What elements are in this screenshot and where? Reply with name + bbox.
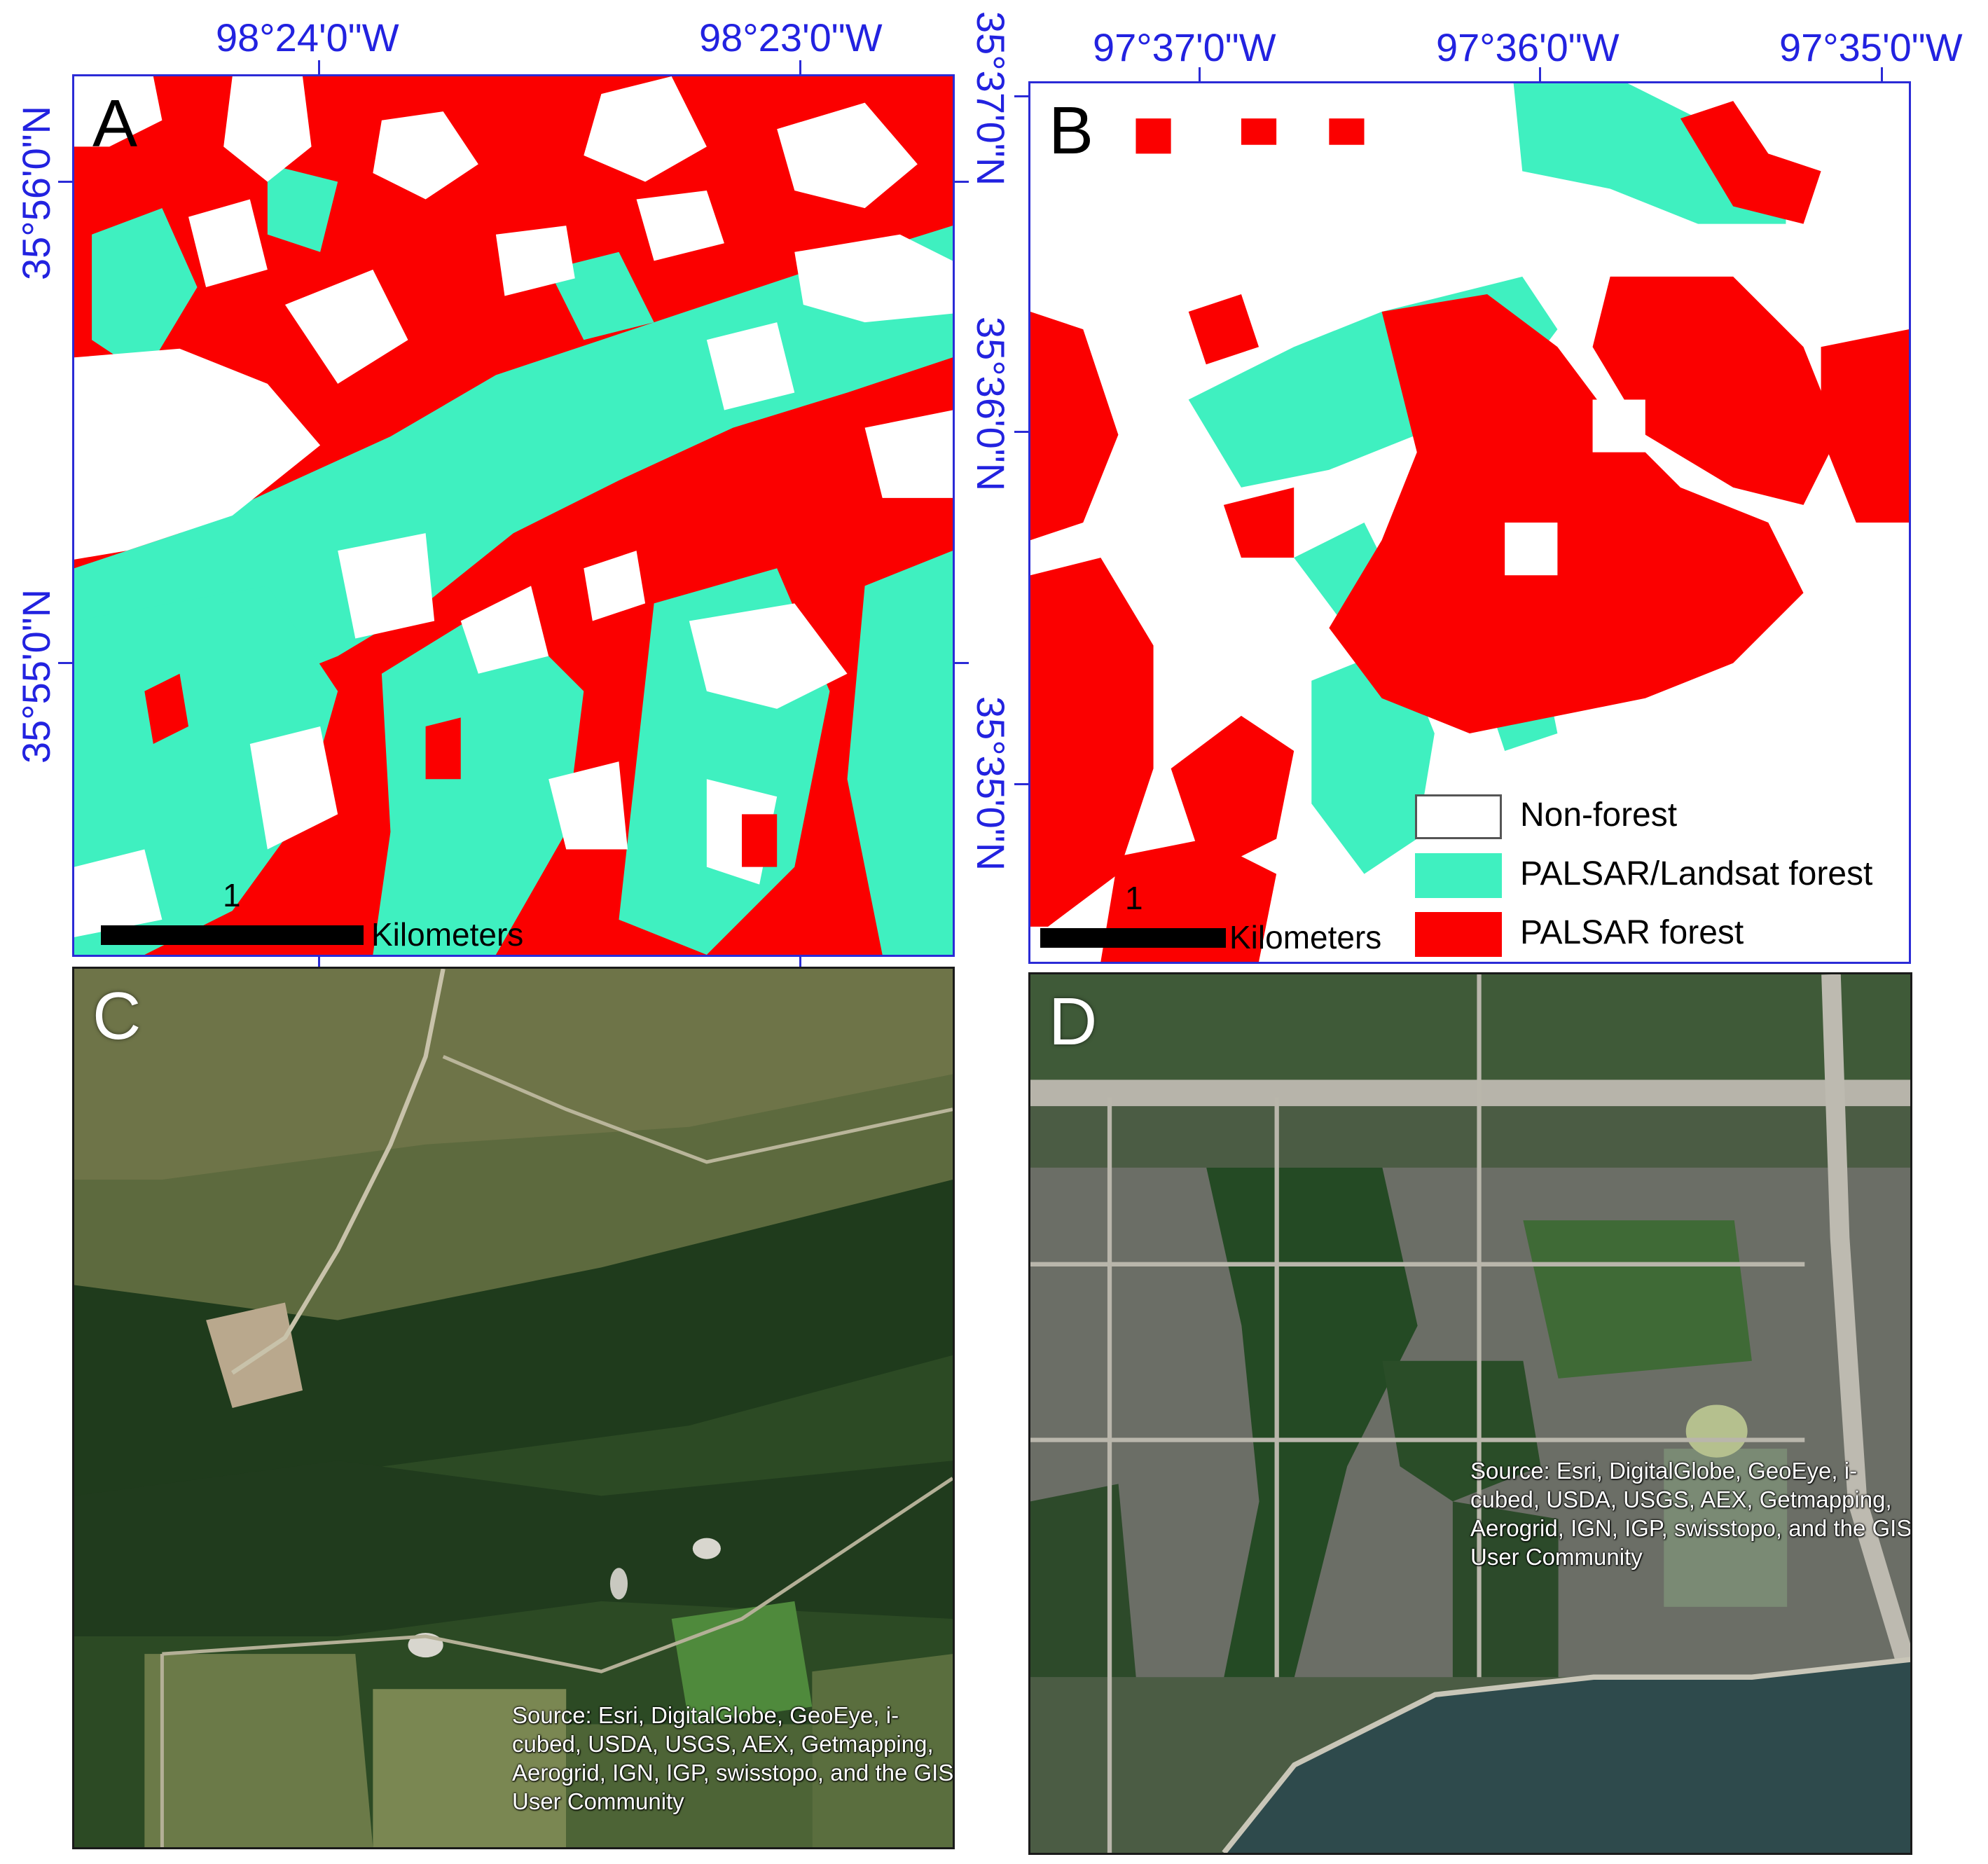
- panel-b-lat-label-2: 35°36'0"N: [969, 317, 1013, 492]
- panel-a-lat-label-1: 35°56'0"N: [14, 105, 58, 280]
- legend-label-palsar-forest: PALSAR forest: [1520, 914, 1744, 951]
- panel-b-lat-label-3: 35°35'0"N: [969, 696, 1013, 871]
- panel-a-scale-value: 1: [223, 877, 241, 913]
- panel-a-letter: A: [92, 86, 138, 161]
- panel-a-scale-unit: Kilometers: [371, 916, 524, 953]
- panel-b-lon-label-3: 97°35'0"W: [1779, 25, 1963, 69]
- panel-b-lon-label-2: 97°36'0"W: [1436, 25, 1620, 69]
- legend-item-non-forest: Non-forest: [1415, 790, 1919, 846]
- panel-d-letter: D: [1049, 984, 1098, 1059]
- panel-a-lon-label-2: 98°23'0"W: [699, 15, 883, 60]
- legend-swatch-non-forest: [1415, 794, 1502, 839]
- panel-a-forest-map: A 1 Kilometers: [72, 74, 955, 957]
- panel-c-satellite-image: C Source: Esri, DigitalGlobe, GeoEye, i-…: [72, 967, 955, 1849]
- panel-a-tick-left-1: [58, 181, 74, 183]
- panel-a-tick-top-2: [799, 60, 801, 76]
- panel-a-lon-label-1: 98°24'0"W: [216, 15, 399, 60]
- panel-c-imagery: [74, 969, 953, 1847]
- panel-b-tick-left-1: [1014, 95, 1030, 97]
- panel-c-attribution: Source: Esri, DigitalGlobe, GeoEye, i-cu…: [512, 1702, 954, 1814]
- legend-label-palsar-landsat-forest: PALSAR/Landsat forest: [1520, 855, 1873, 892]
- legend-swatch-palsar-landsat-forest: [1415, 853, 1502, 898]
- panel-d-attribution: Source: Esri, DigitalGlobe, GeoEye, i-cu…: [1470, 1458, 1912, 1570]
- panel-b-lat-label-1: 35°37'0"N: [969, 11, 1013, 186]
- legend-item-palsar-landsat-forest: PALSAR/Landsat forest: [1415, 849, 1919, 905]
- panel-a-tick-top-1: [318, 60, 320, 76]
- legend-swatch-palsar-forest: [1415, 912, 1502, 957]
- panel-d-imagery: [1030, 974, 1910, 1853]
- panel-b-lon-label-1: 97°37'0"W: [1093, 25, 1276, 69]
- panel-b-classification-raster: [1030, 83, 1909, 962]
- panel-b-tick-top-1: [1199, 67, 1201, 83]
- panel-a-tick-left-2: [58, 662, 74, 664]
- panel-d-satellite-image: D Source: Esri, DigitalGlobe, GeoEye, i-…: [1028, 972, 1912, 1855]
- panel-a-lat-label-2: 35°55'0"N: [14, 588, 58, 764]
- panel-b-scale-unit: Kilometers: [1229, 919, 1382, 955]
- panel-b-scalebar: [1040, 928, 1226, 948]
- panel-c-letter: C: [92, 979, 141, 1054]
- legend-item-palsar-forest: PALSAR forest: [1415, 908, 1919, 964]
- panel-b-tick-top-2: [1539, 67, 1541, 83]
- panel-b-tick-left-2: [1014, 431, 1030, 433]
- panel-b-tick-top-3: [1881, 67, 1883, 83]
- panel-b-tick-left-3: [1014, 783, 1030, 785]
- legend-label-non-forest: Non-forest: [1520, 796, 1678, 834]
- panel-a-tick-bottom-1: [318, 955, 320, 969]
- panel-b-letter: B: [1049, 93, 1094, 168]
- panel-a-scalebar: [101, 925, 364, 945]
- panel-a-tick-bottom-2: [799, 955, 801, 969]
- panel-a-tick-right-2: [953, 662, 969, 664]
- panel-a-tick-right-1: [953, 181, 969, 183]
- panel-a-classification-raster: [74, 76, 953, 955]
- panel-b-scale-value: 1: [1125, 880, 1143, 916]
